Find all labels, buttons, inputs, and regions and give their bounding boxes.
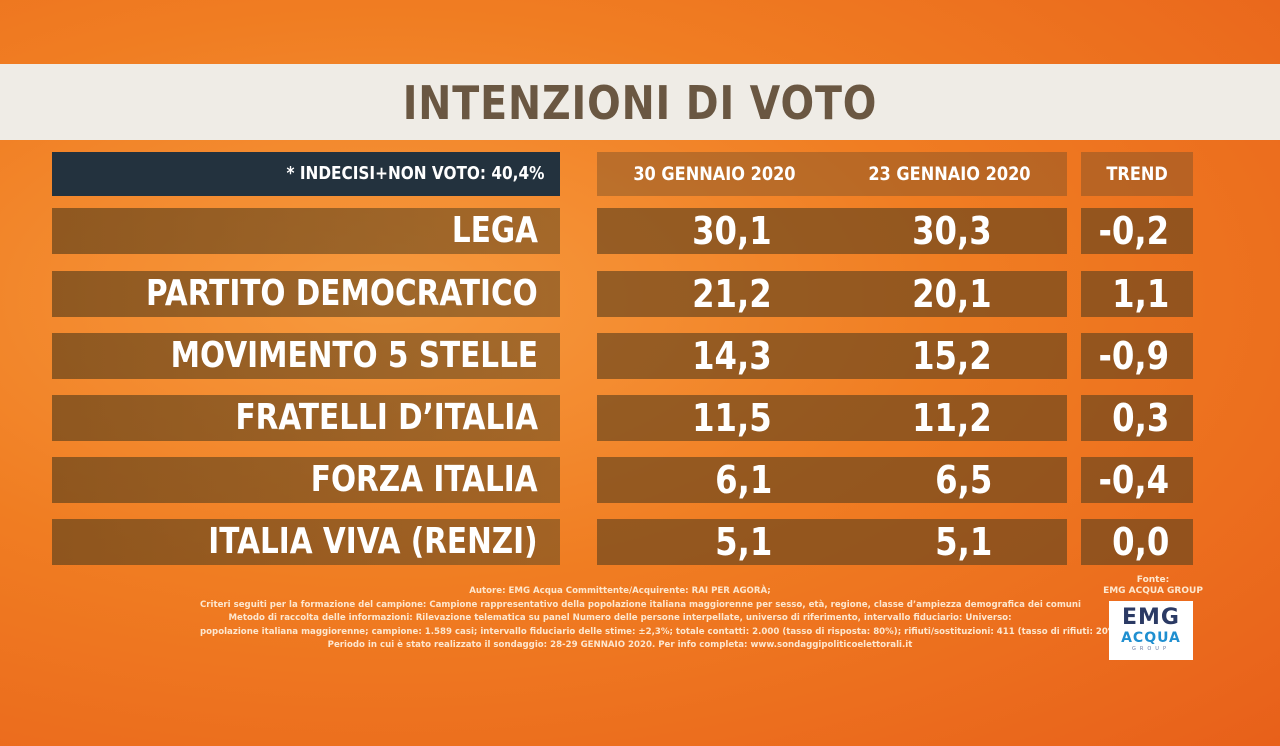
column-header: 23 GENNAIO 2020: [832, 152, 1067, 196]
party-label-text: MOVIMENTO 5 STELLE: [170, 335, 538, 376]
value-cell-text: -0,4: [1098, 458, 1169, 502]
title-band: INTENZIONI DI VOTO: [0, 64, 1280, 140]
value-cell: 11,2: [832, 395, 1067, 441]
value-cell-text: 20,1: [912, 272, 992, 316]
value-cell-text: 21,2: [692, 272, 772, 316]
value-cell-text: 30,1: [692, 209, 772, 253]
footer-line: Periodo in cui è stato realizzato il son…: [327, 640, 913, 651]
party-label-text: FRATELLI D’ITALIA: [235, 397, 538, 438]
column-header-text: 23 GENNAIO 2020: [868, 163, 1031, 185]
value-cell-text: 30,3: [912, 209, 992, 253]
party-label: PARTITO DEMOCRATICO: [52, 271, 560, 317]
value-cell-text: 0,3: [1111, 396, 1169, 440]
party-label-text: PARTITO DEMOCRATICO: [146, 273, 538, 314]
party-label: FORZA ITALIA: [52, 457, 560, 503]
party-label: LEGA: [52, 208, 560, 254]
footer-line: Criteri seguiti per la formazione del ca…: [200, 599, 1081, 610]
party-label-text: ITALIA VIVA (RENZI): [208, 521, 538, 562]
value-cell: 30,3: [832, 208, 1067, 254]
party-label: MOVIMENTO 5 STELLE: [52, 333, 560, 379]
undecided-note: * INDECISI+NON VOTO: 40,4%: [52, 152, 560, 196]
value-cell: 20,1: [832, 271, 1067, 317]
party-label: ITALIA VIVA (RENZI): [52, 519, 560, 565]
footer-line: popolazione italiana maggiorenne; campio…: [200, 626, 1124, 637]
column-header: 30 GENNAIO 2020: [597, 152, 832, 196]
value-cell-text: 15,2: [912, 334, 992, 378]
value-cell: 15,2: [832, 333, 1067, 379]
footer-line: Metodo di raccolta delle informazioni: R…: [228, 613, 1012, 624]
value-cell: -0,9: [1081, 333, 1193, 379]
value-cell: 1,1: [1081, 271, 1193, 317]
undecided-note-text: * INDECISI+NON VOTO: 40,4%: [286, 163, 544, 184]
value-cell: -0,4: [1081, 457, 1193, 503]
value-cell-text: 14,3: [692, 334, 772, 378]
party-label-text: FORZA ITALIA: [311, 459, 538, 500]
value-cell: 21,2: [597, 271, 832, 317]
column-header: TREND: [1081, 152, 1193, 196]
value-cell-text: 1,1: [1111, 272, 1169, 316]
value-cell-text: 11,5: [692, 396, 772, 440]
party-label: FRATELLI D’ITALIA: [52, 395, 560, 441]
value-cell-text: 6,5: [934, 458, 992, 502]
value-cell-text: 11,2: [912, 396, 992, 440]
source-label: Fonte:: [1136, 575, 1170, 585]
source-credit: Fonte: EMG ACQUA GROUP: [1098, 575, 1208, 597]
value-cell: 0,0: [1081, 519, 1193, 565]
column-header-text: 30 GENNAIO 2020: [633, 163, 796, 185]
value-cell: 14,3: [597, 333, 832, 379]
value-cell-text: 5,1: [934, 520, 992, 564]
value-cell: -0,2: [1081, 208, 1193, 254]
value-cell-text: 6,1: [714, 458, 772, 502]
page-title: INTENZIONI DI VOTO: [402, 76, 878, 130]
column-header-text: TREND: [1106, 163, 1168, 185]
value-cell-text: -0,9: [1098, 334, 1169, 378]
value-cell: 5,1: [832, 519, 1067, 565]
emg-acqua-logo: EMG ACQUA GROUP: [1109, 601, 1193, 660]
party-label-text: LEGA: [451, 210, 538, 251]
value-cell: 11,5: [597, 395, 832, 441]
value-cell-text: 0,0: [1111, 520, 1169, 564]
value-cell: 0,3: [1081, 395, 1193, 441]
value-cell-text: 5,1: [714, 520, 772, 564]
value-cell: 30,1: [597, 208, 832, 254]
source-name: EMG ACQUA GROUP: [1103, 586, 1203, 596]
value-cell: 6,5: [832, 457, 1067, 503]
value-cell: 6,1: [597, 457, 832, 503]
value-cell-text: -0,2: [1098, 209, 1169, 253]
footer-line: Autore: EMG Acqua Committente/Acquirente…: [469, 586, 771, 596]
methodology-footer: Autore: EMG Acqua Committente/Acquirente…: [200, 585, 1124, 653]
value-cell: 5,1: [597, 519, 832, 565]
